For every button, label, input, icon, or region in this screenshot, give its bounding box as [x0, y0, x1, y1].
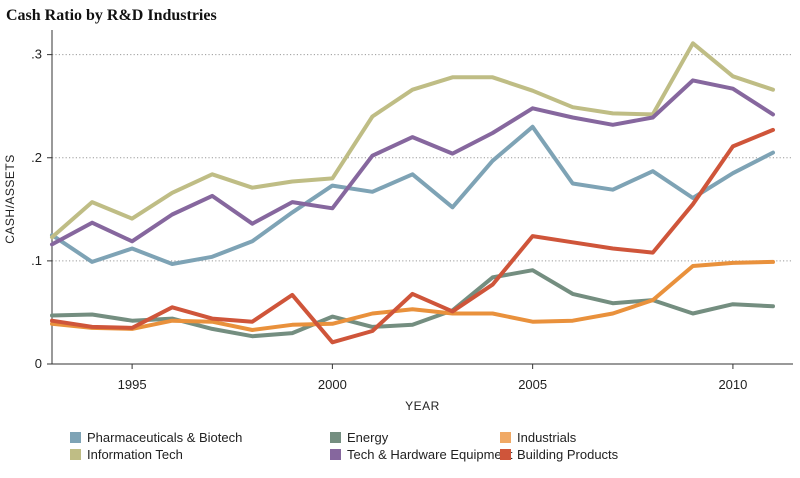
series-line-industrials: [50, 259, 775, 332]
series-line-energy: [50, 268, 775, 339]
legend-item: Building Products: [500, 447, 618, 462]
y-tick-label: .1: [31, 253, 42, 268]
tick-labels: 0 .1 .2 .3 1995 2000 2005 2010: [31, 47, 747, 392]
legend-item: Energy: [330, 430, 388, 445]
legend-label: Pharmaceuticals & Biotech: [87, 430, 243, 445]
series-line-building-products: [50, 127, 775, 345]
x-tick-label: 1995: [118, 377, 147, 392]
legend-label: Tech & Hardware Equipment: [347, 447, 513, 462]
x-tick-label: 2010: [718, 377, 747, 392]
y-tick-label: .3: [31, 47, 42, 62]
legend-item: Tech & Hardware Equipment: [330, 447, 512, 462]
legend-swatch: [500, 432, 511, 443]
legend-label: Energy: [347, 430, 389, 445]
legend-swatch: [70, 449, 81, 460]
series-line-information-tech: [50, 41, 775, 240]
x-axis-label: YEAR: [405, 399, 440, 413]
legend-label: Building Products: [517, 447, 619, 462]
chart-title: Cash Ratio by R&D Industries: [6, 7, 217, 24]
legend-item: Industrials: [500, 430, 576, 445]
y-tick-label: 0: [35, 356, 42, 371]
legend: Pharmaceuticals & Biotech Energy Industria…: [70, 430, 790, 470]
legend-label: Information Tech: [87, 447, 183, 462]
line-chart: 0 .1 .2 .3 1995 2000 2005 2010 YEAR CASH/ASSETS: [3, 30, 793, 413]
legend-swatch: [70, 432, 81, 443]
y-axis-label: CASH/ASSETS: [3, 154, 17, 244]
legend-swatch: [500, 449, 511, 460]
y-tick-label: .2: [31, 150, 42, 165]
legend-item: Pharmaceuticals & Biotech: [70, 430, 242, 445]
legend-label: Industrials: [517, 430, 577, 445]
series-lines: [50, 41, 775, 345]
legend-swatch: [330, 449, 341, 460]
gridlines: [52, 54, 793, 262]
legend-item: Information Tech: [70, 447, 183, 462]
x-tick-label: 2000: [318, 377, 347, 392]
x-tick-label: 2005: [518, 377, 547, 392]
series-line-pharmaceuticals-biotech: [50, 124, 775, 266]
axes: [47, 30, 793, 369]
legend-swatch: [330, 432, 341, 443]
series-line-tech-hardware-equipment: [50, 78, 775, 247]
